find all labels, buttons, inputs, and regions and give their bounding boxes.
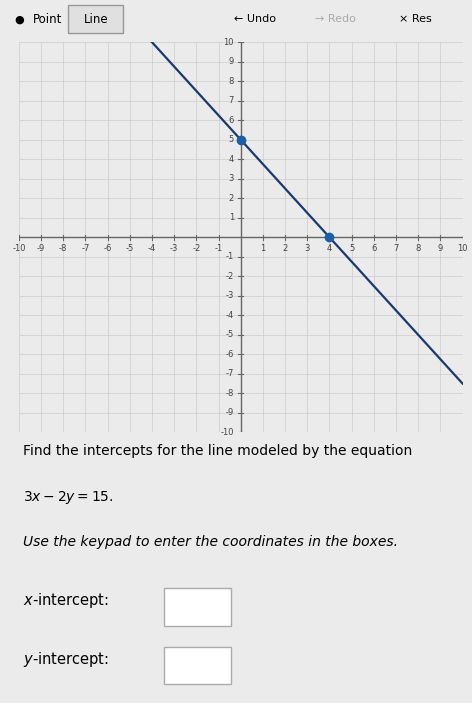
Text: $3x - 2y = 15.$: $3x - 2y = 15.$	[23, 489, 114, 506]
FancyBboxPatch shape	[163, 588, 231, 626]
Text: Find the intercepts for the line modeled by the equation: Find the intercepts for the line modeled…	[23, 444, 412, 458]
Text: -8: -8	[59, 244, 67, 253]
Text: 10: 10	[224, 38, 234, 46]
Text: 7: 7	[229, 96, 234, 105]
Text: -6: -6	[103, 244, 112, 253]
Text: -4: -4	[148, 244, 156, 253]
Text: 8: 8	[415, 244, 421, 253]
Text: 10: 10	[457, 244, 468, 253]
Text: 6: 6	[371, 244, 377, 253]
Text: -2: -2	[226, 272, 234, 280]
Text: -2: -2	[192, 244, 201, 253]
Text: 7: 7	[393, 244, 399, 253]
Text: 3: 3	[304, 244, 310, 253]
Text: -3: -3	[170, 244, 178, 253]
Text: 2: 2	[282, 244, 288, 253]
Text: 9: 9	[438, 244, 443, 253]
Text: Use the keypad to enter the coordinates in the boxes.: Use the keypad to enter the coordinates …	[23, 535, 398, 549]
Text: -6: -6	[226, 350, 234, 359]
Text: 3: 3	[229, 174, 234, 183]
Text: -5: -5	[126, 244, 134, 253]
Text: 1: 1	[260, 244, 266, 253]
Text: -9: -9	[37, 244, 45, 253]
Text: -9: -9	[226, 408, 234, 418]
Text: ●: ●	[14, 14, 24, 25]
Text: 4: 4	[229, 155, 234, 164]
Text: $x$-intercept:: $x$-intercept:	[23, 591, 109, 610]
Text: 5: 5	[229, 135, 234, 144]
Text: $y$-intercept:: $y$-intercept:	[23, 650, 109, 669]
Text: 1: 1	[229, 213, 234, 222]
FancyBboxPatch shape	[68, 6, 123, 33]
Text: -1: -1	[226, 252, 234, 262]
Text: -4: -4	[226, 311, 234, 320]
Text: → Redo: → Redo	[315, 14, 355, 25]
Text: -5: -5	[226, 330, 234, 340]
Text: 8: 8	[229, 77, 234, 86]
Text: 9: 9	[229, 57, 234, 66]
Text: -10: -10	[12, 244, 25, 253]
FancyBboxPatch shape	[163, 647, 231, 684]
Text: 4: 4	[327, 244, 332, 253]
Text: -1: -1	[214, 244, 223, 253]
Text: -7: -7	[226, 369, 234, 378]
Text: Point: Point	[33, 13, 62, 26]
Text: Line: Line	[84, 13, 108, 26]
Text: -3: -3	[226, 291, 234, 300]
Text: 5: 5	[349, 244, 354, 253]
Text: -10: -10	[220, 428, 234, 437]
Text: 2: 2	[229, 194, 234, 202]
Text: 6: 6	[229, 116, 234, 124]
Text: -8: -8	[226, 389, 234, 398]
Text: × Res: × Res	[399, 14, 432, 25]
Text: ← Undo: ← Undo	[234, 14, 276, 25]
Text: -7: -7	[81, 244, 90, 253]
